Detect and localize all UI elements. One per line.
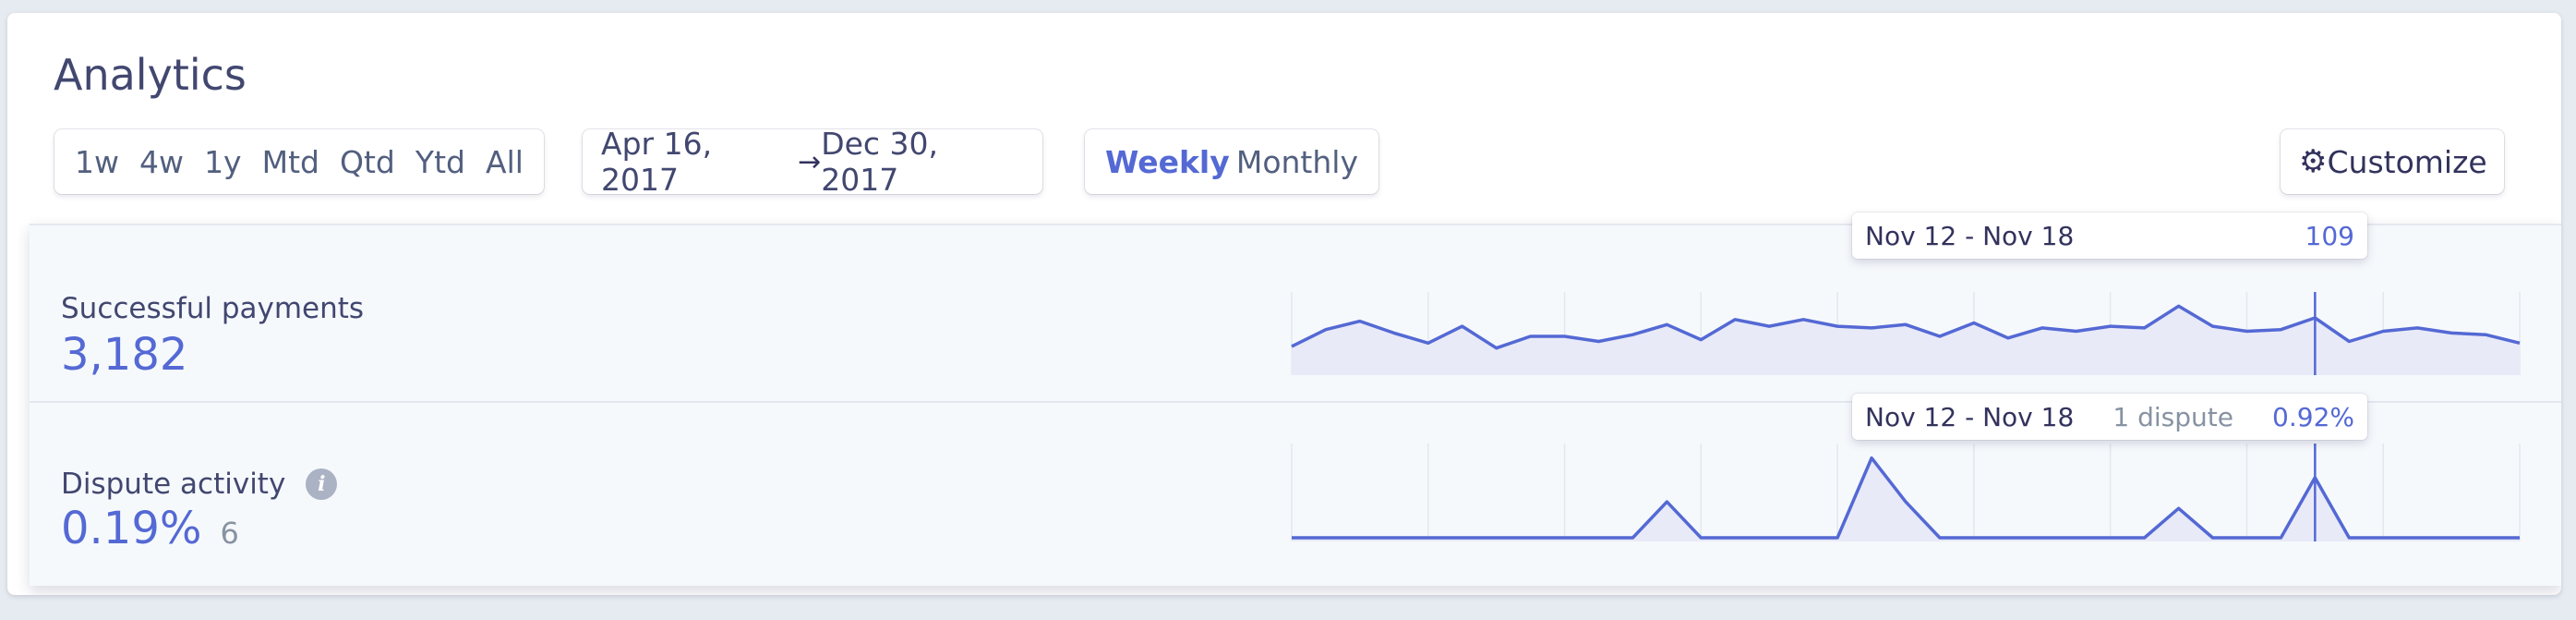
tooltip-range: Nov 12 - Nov 18 xyxy=(1865,401,2075,432)
interval-weekly[interactable]: Weekly xyxy=(1105,143,1230,180)
metrics-panel: Successful payments 3,182 Nov 12 - Nov 1… xyxy=(30,213,2561,586)
disputes-value-wrap: 0.19% 6 xyxy=(61,503,239,554)
range-qtd[interactable]: Qtd xyxy=(340,143,395,180)
tooltip-value: 0.92% xyxy=(2272,401,2354,432)
date-end: Dec 30, 2017 xyxy=(821,126,939,198)
disputes-value: 0.19% xyxy=(61,503,202,554)
metric-row-disputes[interactable]: Dispute activity i 0.19% 6 Nov 12 - Nov 1… xyxy=(30,394,2561,586)
info-icon[interactable]: i xyxy=(306,468,338,500)
customize-label: Customize xyxy=(2327,143,2487,180)
interval-monthly[interactable]: Monthly xyxy=(1235,143,1358,180)
tooltip-count: 1 dispute xyxy=(2113,401,2233,432)
customize-button[interactable]: ⚙ Customize xyxy=(2281,129,2504,194)
interval-selector: Weekly Monthly xyxy=(1085,129,1378,194)
range-1y[interactable]: 1y xyxy=(204,143,242,180)
range-mtd[interactable]: Mtd xyxy=(261,143,319,180)
disputes-tooltip: Nov 12 - Nov 18 1 dispute 0.92% xyxy=(1852,394,2367,440)
sparkline-area xyxy=(1292,457,2520,541)
date-range-button[interactable]: Apr 16, 2017 → Dec 30, 2017 xyxy=(583,126,1042,198)
analytics-card: Analytics 1w 4w 1y Mtd Qtd Ytd All Apr 1… xyxy=(7,13,2561,595)
payments-tooltip: Nov 12 - Nov 18 109 xyxy=(1852,213,2367,259)
range-4w[interactable]: 4w xyxy=(139,143,185,180)
arrow-right-icon: → xyxy=(798,145,822,178)
page-title: Analytics xyxy=(54,50,247,100)
payments-value: 3,182 xyxy=(61,329,188,381)
payments-sparkline[interactable] xyxy=(1291,292,2521,375)
disputes-sparkline[interactable] xyxy=(1291,444,2521,541)
range-ytd[interactable]: Ytd xyxy=(415,143,465,180)
tooltip-value: 109 xyxy=(2305,220,2354,251)
disputes-count: 6 xyxy=(220,516,239,551)
gear-icon: ⚙ xyxy=(2299,143,2328,180)
range-selector: 1w 4w 1y Mtd Qtd Ytd All xyxy=(54,129,544,194)
range-all[interactable]: All xyxy=(486,143,524,180)
disputes-label: Dispute activity xyxy=(61,468,286,501)
sparkline-area xyxy=(1292,306,2520,375)
metric-row-payments[interactable]: Successful payments 3,182 Nov 12 - Nov 1… xyxy=(30,213,2561,403)
range-1w[interactable]: 1w xyxy=(75,143,119,180)
disputes-label-wrap: Dispute activity i xyxy=(61,468,338,501)
tooltip-range: Nov 12 - Nov 18 xyxy=(1865,220,2075,251)
date-start: Apr 16, 2017 xyxy=(601,126,713,198)
payments-label: Successful payments xyxy=(61,292,365,325)
